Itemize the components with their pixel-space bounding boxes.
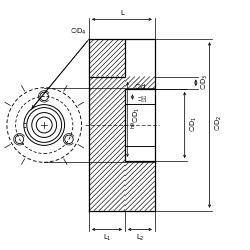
Text: L$_1$: L$_1$ xyxy=(103,233,111,243)
Text: L: L xyxy=(120,10,124,16)
Text: L$_2$: L$_2$ xyxy=(136,233,144,243)
Text: $^{-0.2}_{-0.3}$: $^{-0.2}_{-0.3}$ xyxy=(138,94,148,105)
Text: h9: h9 xyxy=(131,122,136,128)
Text: $\varnothing$d: $\varnothing$d xyxy=(134,82,145,92)
Text: $\varnothing$D$_4$: $\varnothing$D$_4$ xyxy=(70,26,86,37)
Text: $\varnothing$D$_1$: $\varnothing$D$_1$ xyxy=(131,107,142,123)
Text: $\varnothing$D$_1$: $\varnothing$D$_1$ xyxy=(188,116,199,132)
Text: $\varnothing$D$_2$: $\varnothing$D$_2$ xyxy=(212,114,224,130)
Text: $\varnothing$D$_3$: $\varnothing$D$_3$ xyxy=(199,73,210,90)
